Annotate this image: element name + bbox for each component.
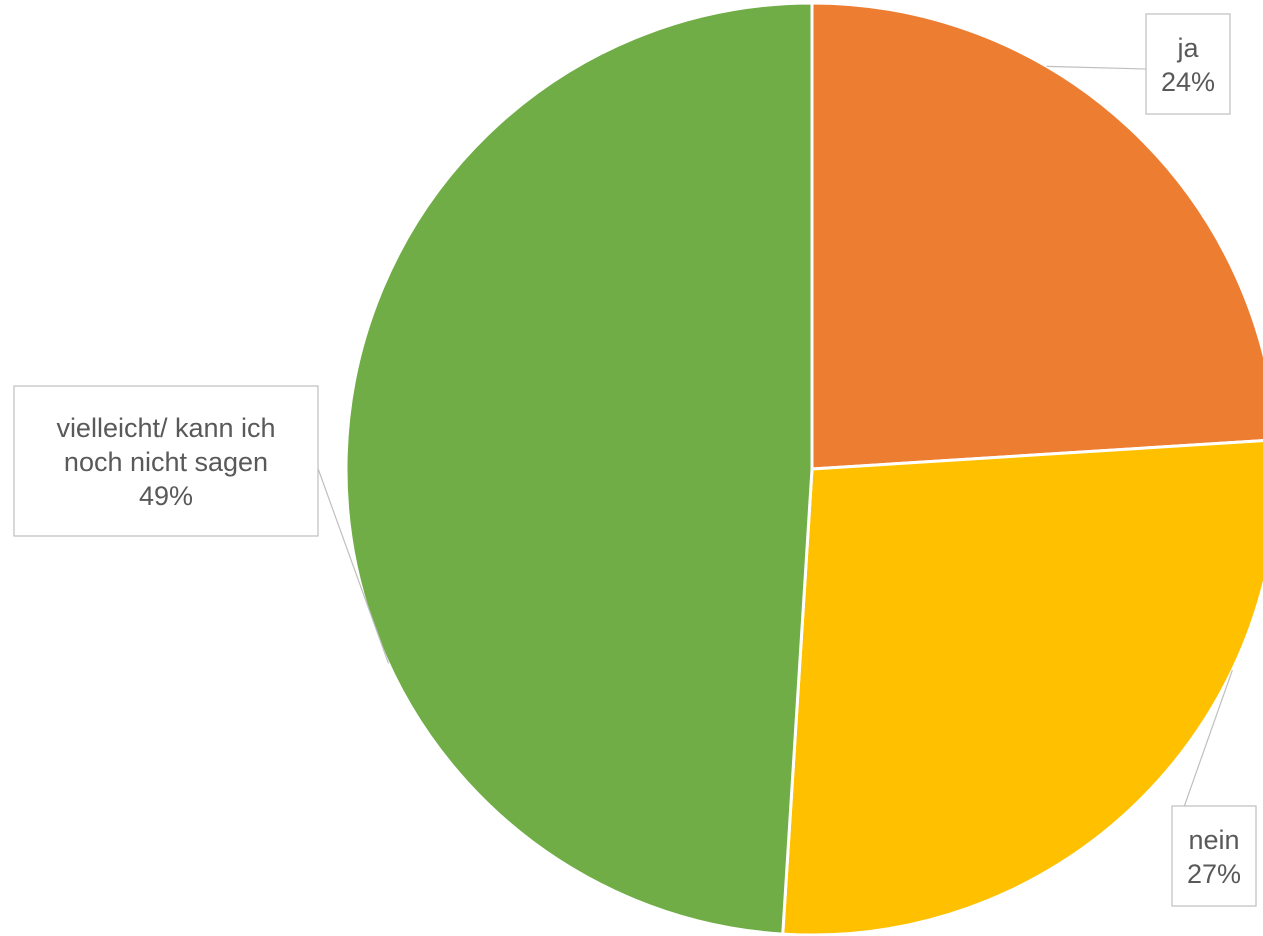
data-label-3: vielleicht/ kann ich noch nicht sagen 49% <box>13 385 390 664</box>
pie-slice-2 <box>781 439 1263 936</box>
data-label-box <box>1145 13 1231 115</box>
leader-line <box>317 468 390 664</box>
data-labels: ja 24% nein 27% vielleicht/ kann ich noch nic… <box>13 13 1257 907</box>
data-label-2: nein 27% <box>1171 669 1257 907</box>
data-label-1: ja 24% <box>1046 13 1231 115</box>
data-label-value: 24% <box>1161 67 1215 97</box>
data-label-category: nein <box>1188 825 1239 855</box>
data-label-category: ja <box>1176 33 1199 63</box>
data-label-box <box>1171 805 1257 907</box>
data-label-value: 27% <box>1187 859 1241 889</box>
leader-line <box>1046 65 1147 70</box>
pie-slices <box>344 1 1263 936</box>
data-label-category: vielleicht/ kann ich <box>56 413 275 443</box>
data-label-box <box>13 385 319 537</box>
data-label-value: 49% <box>139 481 193 511</box>
pie-slice-3 <box>344 1 814 936</box>
pie-slice-1 <box>810 1 1263 471</box>
data-label-category: noch nicht sagen <box>64 447 268 477</box>
